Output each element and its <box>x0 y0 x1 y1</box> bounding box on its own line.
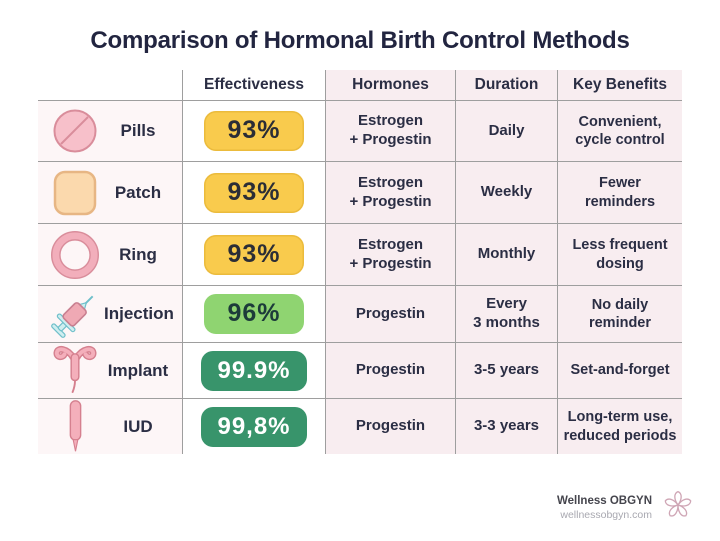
table-row-injection-benefits: No daily reminder <box>557 285 682 342</box>
table-row-implant-duration: 3-5 years <box>455 342 557 398</box>
table-row-pills-effectiveness: 93% <box>182 100 325 161</box>
table-row-pills-benefits: Convenient, cycle control <box>557 100 682 161</box>
effectiveness-badge: 93% <box>204 234 304 275</box>
flower-logo-icon <box>662 489 694 526</box>
effectiveness-badge: 99.9% <box>201 350 307 391</box>
table-row-iud-hormones: Progestin <box>325 398 455 454</box>
table-row-pills-duration: Daily <box>455 100 557 161</box>
pill-icon <box>46 108 104 154</box>
effectiveness-badge: 99,8% <box>201 406 307 447</box>
method-label: Patch <box>114 182 162 202</box>
table-row-injection-method: Injection <box>38 285 182 342</box>
brand-website: wellnessobgyn.com <box>560 508 652 521</box>
implant-icon <box>46 345 104 397</box>
brand-name: Wellness OBGYN <box>556 494 652 507</box>
table-row-ring-benefits: Less frequent dosing <box>557 223 682 285</box>
method-label: Pills <box>120 121 156 141</box>
patch-icon <box>46 170 104 216</box>
table-row-patch-effectiveness: 93% <box>182 161 325 223</box>
table-row-pills-hormones: Estrogen + Progestin <box>325 100 455 161</box>
syringe-icon <box>46 288 104 340</box>
header-key-benefits: Key Benefits <box>557 70 682 100</box>
table-row-implant-method: Implant <box>38 342 182 398</box>
method-label: Injection <box>104 304 174 324</box>
table-row-injection-effectiveness: 96% <box>182 285 325 342</box>
effectiveness-badge: 93% <box>204 111 304 151</box>
iud-icon <box>46 398 104 456</box>
table-row-implant-hormones: Progestin <box>325 342 455 398</box>
comparison-table: Effectiveness Hormones Duration Key Bene… <box>38 70 682 454</box>
page-title: Comparison of Hormonal Birth Control Met… <box>90 27 630 54</box>
effectiveness-badge: 93% <box>204 172 304 213</box>
table-row-patch-benefits: Fewer reminders <box>557 161 682 223</box>
table-row-patch-hormones: Estrogen + Progestin <box>325 161 455 223</box>
method-label: IUD <box>123 416 153 436</box>
table-row-pills-method: Pills <box>38 100 182 161</box>
ring-icon <box>46 230 104 280</box>
method-label: Ring <box>119 244 157 264</box>
table-row-iud-method: IUD <box>38 398 182 454</box>
table-row-ring-duration: Monthly <box>455 223 557 285</box>
header-duration: Duration <box>455 70 557 100</box>
table-row-iud-benefits: Long-term use, reduced periods <box>557 398 682 454</box>
footer: Wellness OBGYN wellnessobgyn.com <box>557 489 694 526</box>
header-hormones: Hormones <box>325 70 455 100</box>
table-row-ring-method: Ring <box>38 223 182 285</box>
table-row-iud-effectiveness: 99,8% <box>182 398 325 454</box>
table-row-implant-effectiveness: 99.9% <box>182 342 325 398</box>
table-row-patch-duration: Weekly <box>455 161 557 223</box>
effectiveness-badge: 96% <box>204 294 304 334</box>
table-row-patch-method: Patch <box>38 161 182 223</box>
table-row-ring-hormones: Estrogen + Progestin <box>325 223 455 285</box>
table-row-ring-effectiveness: 93% <box>182 223 325 285</box>
table-row-injection-duration: Every 3 months <box>455 285 557 342</box>
header-effectiveness: Effectiveness <box>182 70 325 100</box>
method-label: Implant <box>107 360 169 380</box>
table-row-iud-duration: 3-3 years <box>455 398 557 454</box>
table-row-implant-benefits: Set-and-forget <box>557 342 682 398</box>
table-row-injection-hormones: Progestin <box>325 285 455 342</box>
header-corner-cell <box>38 70 182 100</box>
